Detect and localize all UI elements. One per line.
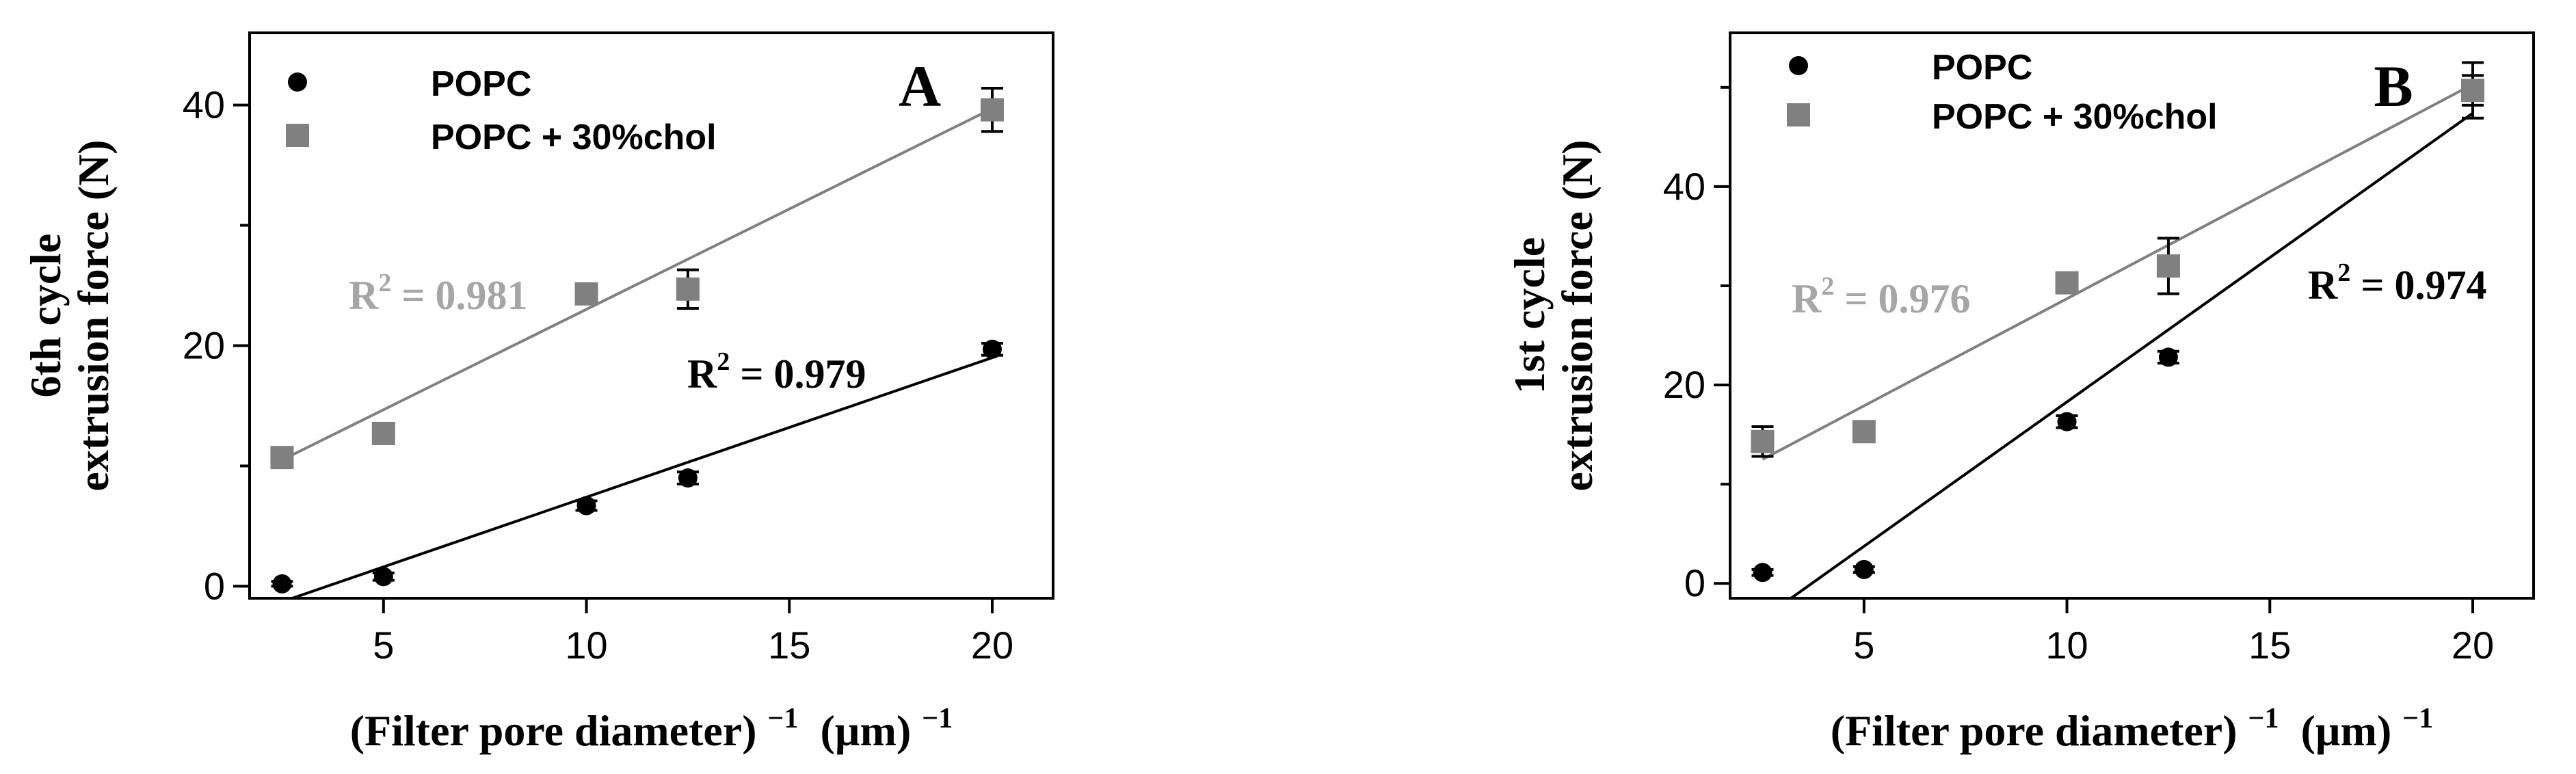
legend: POPC POPC + 30%chol bbox=[1787, 48, 2218, 137]
plot-frame bbox=[248, 31, 1054, 600]
x-tick-label: 5 bbox=[373, 624, 394, 667]
data-point bbox=[980, 98, 1004, 122]
r2-label: R2 = 0.974 bbox=[2308, 258, 2487, 308]
x-tick-label: 15 bbox=[2248, 624, 2291, 667]
x-axis-label-unit-exp: −1 bbox=[922, 703, 953, 734]
data-point bbox=[982, 339, 1002, 359]
legend: POPC POPC + 30%chol bbox=[286, 64, 717, 157]
x-axis-label-unit: (µm) bbox=[820, 706, 911, 755]
fit-line bbox=[1762, 83, 2473, 461]
r2-label: R2 = 0.979 bbox=[687, 347, 866, 397]
panel-letter: B bbox=[2374, 53, 2413, 119]
x-axis-label: (Filter pore diameter) −1 (µm) −1 bbox=[350, 689, 953, 755]
data-point bbox=[272, 574, 292, 593]
y-tick-label: 20 bbox=[1663, 363, 1705, 406]
panel-letter: A bbox=[899, 53, 941, 119]
r2-label: R2 = 0.981 bbox=[349, 269, 528, 318]
y-axis-label-line2: extrusion force (N) bbox=[69, 139, 118, 491]
y-tick-label: 0 bbox=[1684, 561, 1705, 604]
y-axis-label-line1: 1st cycle bbox=[1505, 237, 1554, 394]
x-axis-label: (Filter pore diameter) −1 (µm) −1 bbox=[1831, 689, 2433, 755]
legend-label: POPC + 30%chol bbox=[431, 118, 717, 157]
panel-a: 5 10 15 20 0 20 40 A POPC POPC + 30%chol R2 = 0… bbox=[21, 31, 1054, 755]
data-point bbox=[2055, 271, 2079, 295]
x-tick-label: 20 bbox=[2452, 624, 2494, 667]
y-tick-label: 20 bbox=[183, 323, 225, 366]
x-axis-label-main: (Filter pore diameter) bbox=[1831, 706, 2238, 755]
data-point bbox=[270, 446, 294, 470]
y-axis-label-line1: 6th cycle bbox=[21, 234, 70, 398]
legend-label: POPC + 30%chol bbox=[1932, 97, 2218, 137]
x-tick-label: 10 bbox=[565, 624, 607, 667]
fit-line bbox=[281, 107, 993, 462]
legend-marker bbox=[1789, 56, 1808, 75]
data-point bbox=[373, 567, 393, 587]
data-point bbox=[371, 421, 395, 445]
fit-line bbox=[1790, 111, 2474, 600]
x-axis-label-unit: (µm) bbox=[2300, 706, 2391, 755]
x-axis-label-unit-exp: −1 bbox=[2402, 703, 2433, 734]
x-tick-label: 15 bbox=[768, 624, 810, 667]
y-tick-label: 40 bbox=[183, 83, 225, 126]
data-point bbox=[2156, 254, 2180, 278]
data-point bbox=[1751, 429, 1775, 453]
legend-label: POPC bbox=[1932, 48, 2032, 88]
x-axis-label-exp: −1 bbox=[2248, 703, 2279, 734]
panel-b: 5 10 15 20 0 20 40 B POPC POPC + 30%chol R2 = 0… bbox=[1505, 31, 2535, 755]
x-tick-label: 20 bbox=[971, 624, 1013, 667]
y-tick-label: 0 bbox=[204, 564, 225, 607]
plot-frame bbox=[1729, 31, 2535, 600]
data-point bbox=[2460, 79, 2484, 103]
r2-label: R2 = 0.976 bbox=[1792, 272, 1971, 321]
r2-annotations: R2 = 0.979 R2 = 0.981 bbox=[349, 269, 866, 397]
y-tick-label: 40 bbox=[1663, 165, 1705, 208]
r2-annotations: R2 = 0.974 R2 = 0.976 bbox=[1792, 258, 2487, 321]
x-tick-label: 10 bbox=[2045, 624, 2088, 667]
data-point bbox=[1854, 559, 1874, 579]
data-point bbox=[1753, 563, 1772, 583]
data-point bbox=[574, 282, 598, 306]
x-axis-label-exp: −1 bbox=[768, 703, 799, 734]
x-axis-label-main: (Filter pore diameter) bbox=[350, 706, 757, 755]
data-point bbox=[2057, 412, 2077, 431]
data-point bbox=[678, 468, 698, 488]
legend-marker bbox=[1787, 103, 1810, 126]
legend-label: POPC bbox=[431, 64, 531, 104]
data-point bbox=[576, 496, 596, 516]
data-point bbox=[1852, 420, 1876, 444]
data-point bbox=[676, 277, 700, 301]
data-point bbox=[2158, 347, 2178, 367]
fit-line bbox=[291, 356, 993, 600]
x-tick-label: 5 bbox=[1853, 624, 1874, 667]
y-axis-label-line2: extrusion force (N) bbox=[1553, 139, 1602, 491]
legend-marker bbox=[288, 72, 307, 92]
legend-marker bbox=[286, 124, 309, 147]
